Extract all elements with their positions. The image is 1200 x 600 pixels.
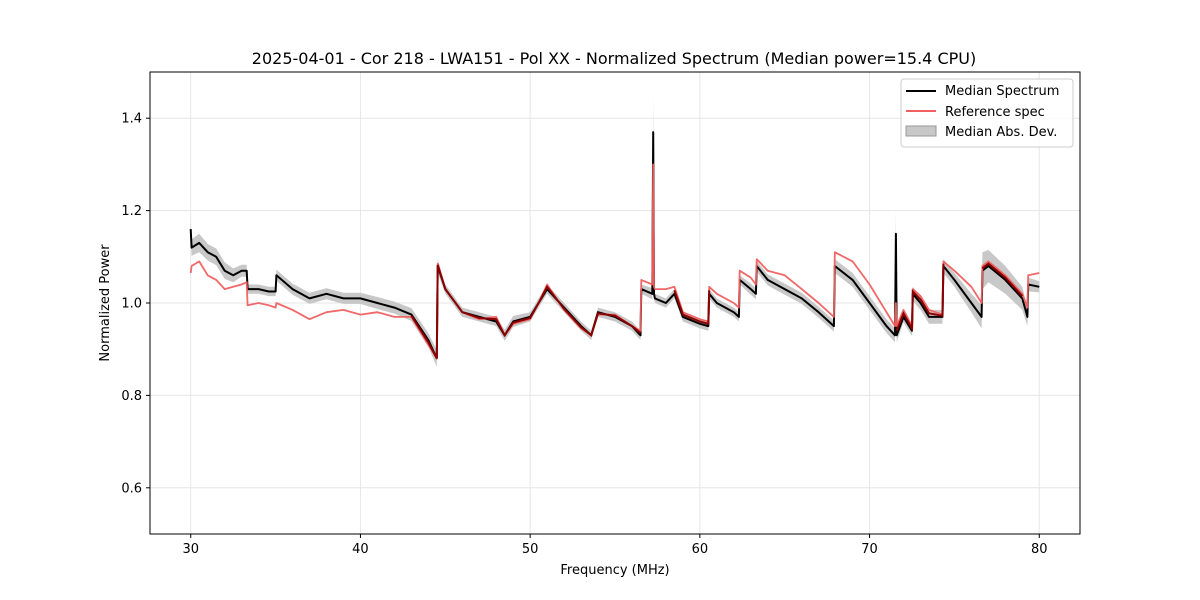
x-axis-label: Frequency (MHz) (560, 563, 669, 578)
legend-reference-label: Reference spec (945, 105, 1045, 120)
overlap-segment (895, 263, 945, 333)
x-tick-label: 70 (861, 542, 878, 557)
y-tick-label: 0.6 (121, 481, 142, 496)
x-tick-label: 40 (352, 542, 369, 557)
overlap-segment (673, 289, 711, 326)
mad-band (190, 95, 1040, 367)
y-tick-label: 1.0 (121, 297, 142, 312)
x-tick-label: 50 (522, 542, 539, 557)
axis-ticks: 30 40 50 60 70 80 0.6 0.8 1.0 1.2 1.4 (121, 112, 1047, 557)
y-tick-label: 1.2 (121, 204, 142, 219)
y-axis-label: Normalized Power (98, 244, 113, 362)
legend-mad-swatch (905, 125, 937, 137)
chart-title: 2025-04-01 - Cor 218 - LWA151 - Pol XX -… (252, 49, 976, 68)
y-tick-label: 1.4 (121, 112, 142, 127)
x-tick-label: 30 (182, 542, 199, 557)
legend-median-label: Median Spectrum (945, 84, 1059, 99)
overlap-segment (981, 262, 1024, 297)
legend: Median Spectrum Reference spec Median Ab… (900, 78, 1074, 148)
series-layer (189, 131, 1040, 360)
mad-band-layer (190, 95, 1040, 367)
x-tick-label: 60 (692, 542, 709, 557)
legend-box (900, 78, 1074, 148)
x-tick-label: 80 (1031, 542, 1048, 557)
overlap-segment (410, 264, 642, 359)
y-tick-label: 0.8 (121, 389, 142, 404)
legend-mad-label: Median Abs. Dev. (945, 125, 1057, 140)
